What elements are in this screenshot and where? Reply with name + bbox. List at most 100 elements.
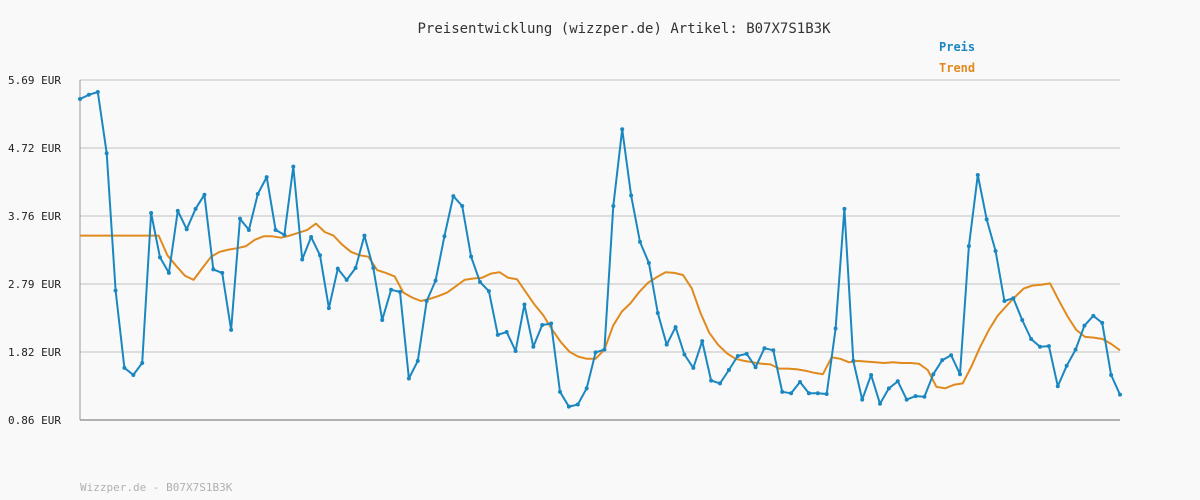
data-point-preis <box>655 311 660 316</box>
data-point-preis <box>611 204 616 209</box>
data-point-preis <box>460 204 465 209</box>
data-point-preis <box>922 394 927 399</box>
data-point-preis <box>291 164 296 169</box>
data-point-preis <box>886 386 891 391</box>
data-point-preis <box>629 193 634 198</box>
data-point-preis <box>958 372 962 377</box>
data-point-preis <box>398 289 402 294</box>
data-point-preis <box>878 401 882 406</box>
data-point-preis <box>371 265 376 270</box>
data-point-preis <box>1020 318 1025 323</box>
data-point-preis <box>238 216 242 221</box>
data-point-preis <box>1118 392 1122 397</box>
data-point-preis <box>771 348 776 353</box>
data-point-preis <box>593 350 598 355</box>
data-point-preis <box>815 391 820 396</box>
data-point-preis <box>726 368 731 373</box>
data-point-preis <box>1029 337 1034 342</box>
data-point-preis <box>993 249 998 254</box>
data-point-preis <box>931 372 936 377</box>
data-point-preis <box>1091 313 1096 318</box>
data-point-preis <box>833 326 838 331</box>
data-point-preis <box>95 89 100 94</box>
data-point-preis <box>602 347 607 352</box>
data-point-preis <box>691 365 696 370</box>
data-point-preis <box>842 206 847 211</box>
data-point-preis <box>486 289 491 294</box>
chart-title: Preisentwicklung (wizzper.de) Artikel: B… <box>417 21 831 37</box>
data-point-preis <box>424 299 429 304</box>
data-point-preis <box>806 391 811 396</box>
data-point-preis <box>1038 344 1042 349</box>
y-tick-label: 5.69 EUR <box>8 74 61 87</box>
data-point-preis <box>673 325 678 330</box>
data-point-preis <box>1055 384 1060 389</box>
data-point-preis <box>415 358 420 363</box>
data-point-preis <box>1109 372 1114 377</box>
data-point-preis <box>300 257 305 262</box>
data-point-preis <box>478 280 482 285</box>
data-point-preis <box>246 227 251 232</box>
data-point-preis <box>326 306 331 311</box>
data-point-preis <box>789 391 794 396</box>
data-point-preis <box>575 402 580 407</box>
data-point-preis <box>158 255 162 260</box>
data-point-preis <box>166 270 171 275</box>
data-point-preis <box>744 351 749 356</box>
data-point-preis <box>709 378 714 383</box>
data-point-preis <box>869 372 874 377</box>
y-tick-label: 2.79 EUR <box>8 278 61 291</box>
data-point-preis <box>273 227 278 232</box>
series-layer <box>78 89 1122 409</box>
data-point-preis <box>140 360 145 365</box>
data-point-preis <box>531 344 536 349</box>
data-point-preis <box>122 365 127 370</box>
data-point-preis <box>1002 299 1007 304</box>
data-point-preis <box>700 339 705 344</box>
data-point-preis <box>851 358 856 363</box>
data-point-preis <box>202 192 207 197</box>
data-point-preis <box>220 270 225 275</box>
data-point-preis <box>940 358 945 363</box>
data-point-preis <box>646 261 651 266</box>
data-point-preis <box>798 379 802 384</box>
data-point-preis <box>193 206 198 211</box>
data-point-preis <box>335 266 340 271</box>
y-tick-label: 4.72 EUR <box>8 142 61 155</box>
data-point-preis <box>282 232 287 237</box>
data-point-preis <box>860 397 865 402</box>
data-point-preis <box>255 192 260 197</box>
data-point-preis <box>522 302 527 307</box>
data-point-preis <box>1011 296 1016 301</box>
data-point-preis <box>406 376 411 381</box>
data-point-preis <box>229 327 234 332</box>
data-point-preis <box>442 234 447 239</box>
data-point-preis <box>753 365 758 370</box>
data-point-preis <box>451 194 456 199</box>
data-point-preis <box>566 404 571 409</box>
data-point-preis <box>735 353 740 358</box>
data-point-preis <box>362 233 367 238</box>
data-point-preis <box>558 389 562 394</box>
data-point-preis <box>264 175 269 180</box>
data-point-preis <box>495 332 500 337</box>
footer-watermark: Wizzper.de - B07X7S1B3K <box>80 481 233 494</box>
data-point-preis <box>762 346 767 351</box>
data-point-preis <box>353 265 358 270</box>
data-point-preis <box>149 211 154 216</box>
data-point-preis <box>86 92 91 97</box>
y-tick-label: 3.76 EUR <box>8 210 61 223</box>
y-tick-label: 1.82 EUR <box>8 346 61 359</box>
data-point-preis <box>664 342 669 347</box>
data-point-preis <box>1082 323 1087 328</box>
data-point-preis <box>113 288 118 293</box>
data-point-preis <box>131 372 136 377</box>
legend-entry-preis: Preis <box>939 40 975 54</box>
data-point-preis <box>78 97 82 102</box>
grid <box>79 79 1120 421</box>
data-point-preis <box>975 173 980 178</box>
data-point-preis <box>984 217 989 222</box>
data-point-preis <box>469 254 474 259</box>
data-point-preis <box>380 318 385 323</box>
